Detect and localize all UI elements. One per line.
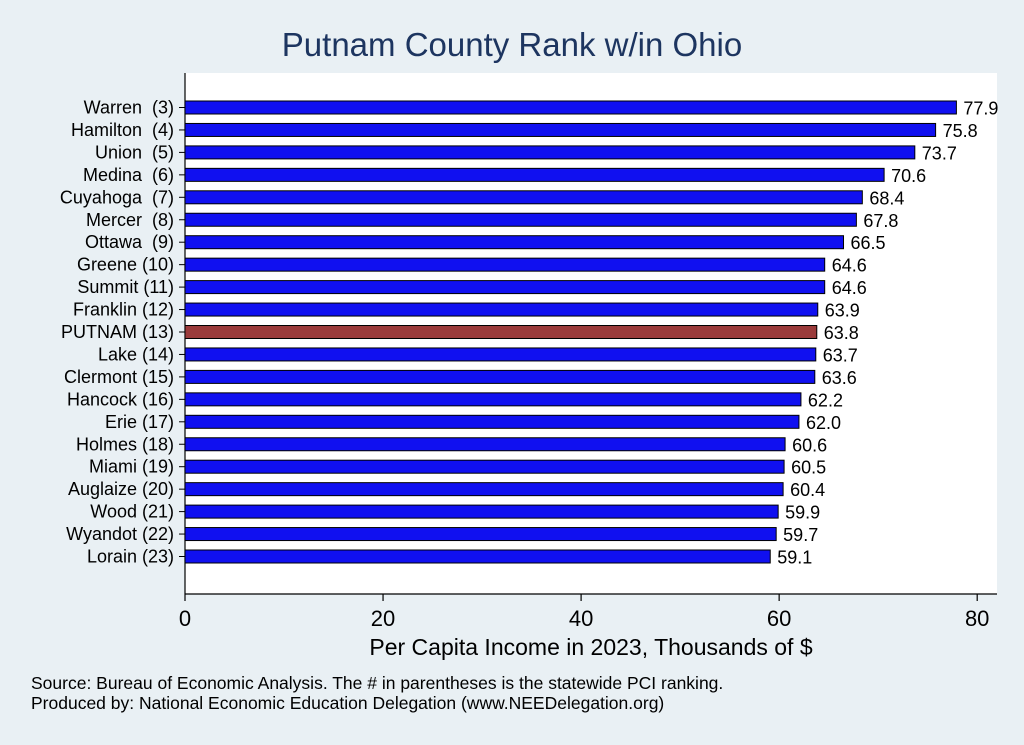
x-tick-label: 40 [569,606,593,631]
chart-title: Putnam County Rank w/in Ohio [281,26,743,63]
bar [184,145,916,160]
bar [184,212,857,227]
category-label: Mercer (8) [86,210,174,230]
bar [184,392,802,407]
category-label: Wood (21) [90,502,174,522]
category-label: Union (5) [95,142,174,162]
value-label: 63.6 [822,368,857,388]
category-label: Medina (6) [83,165,174,185]
value-label: 62.2 [808,390,843,410]
value-label: 77.9 [963,99,998,119]
value-label: 67.8 [863,211,898,231]
value-label: 63.7 [823,345,858,365]
bar [184,414,800,429]
bar [184,100,957,115]
category-label: Lorain (23) [87,547,174,567]
bar [184,257,826,272]
source-note: Source: Bureau of Economic Analysis. The… [31,673,724,693]
value-label: 73.7 [922,143,957,163]
bar [184,482,784,497]
bar [184,235,845,250]
bar [184,437,786,452]
category-label: Hamilton (4) [71,120,174,140]
x-tick-label: 0 [179,606,191,631]
category-label: Franklin (12) [73,300,174,320]
bar [184,122,937,137]
bar [184,302,819,317]
bar [184,280,826,295]
value-label: 59.1 [777,548,812,568]
value-label: 75.8 [943,121,978,141]
category-label: Lake (14) [98,344,174,364]
value-label: 64.6 [832,278,867,298]
category-label: Auglaize (20) [68,479,174,499]
bar [184,167,885,182]
value-label: 60.6 [792,435,827,455]
category-label: Cuyahoga (7) [60,187,174,207]
value-label: 63.9 [825,301,860,321]
bar [184,369,816,384]
value-label: 59.9 [785,503,820,523]
category-label: Greene (10) [77,255,174,275]
bar-highlight [184,325,818,339]
bar [184,190,863,205]
bar [184,527,777,542]
x-tick-label: 80 [965,606,989,631]
category-label: Wyandot (22) [66,524,174,544]
category-label: Hancock (16) [67,389,174,409]
value-label: 63.8 [824,323,859,343]
x-tick-label: 60 [767,606,791,631]
value-label: 66.5 [851,233,886,253]
value-label: 59.7 [783,525,818,545]
value-label: 62.0 [806,413,841,433]
category-label: PUTNAM (13) [61,322,174,342]
category-label: Ottawa (9) [85,232,174,252]
category-label: Erie (17) [105,412,174,432]
x-axis-label: Per Capita Income in 2023, Thousands of … [369,634,813,660]
category-label: Holmes (18) [76,434,174,454]
bar [184,504,779,519]
category-label: Miami (19) [89,457,174,477]
producer-note: Produced by: National Economic Education… [31,693,665,713]
value-label: 64.6 [832,256,867,276]
value-label: 70.6 [891,166,926,186]
category-label: Clermont (15) [64,367,174,387]
value-label: 60.4 [790,480,825,500]
bar [184,459,785,474]
category-label: Summit (11) [77,277,174,297]
category-label: Warren (3) [84,98,174,118]
bar [184,549,771,564]
value-label: 68.4 [869,188,904,208]
bar [184,347,817,362]
x-tick-label: 20 [371,606,395,631]
value-label: 60.5 [791,458,826,478]
